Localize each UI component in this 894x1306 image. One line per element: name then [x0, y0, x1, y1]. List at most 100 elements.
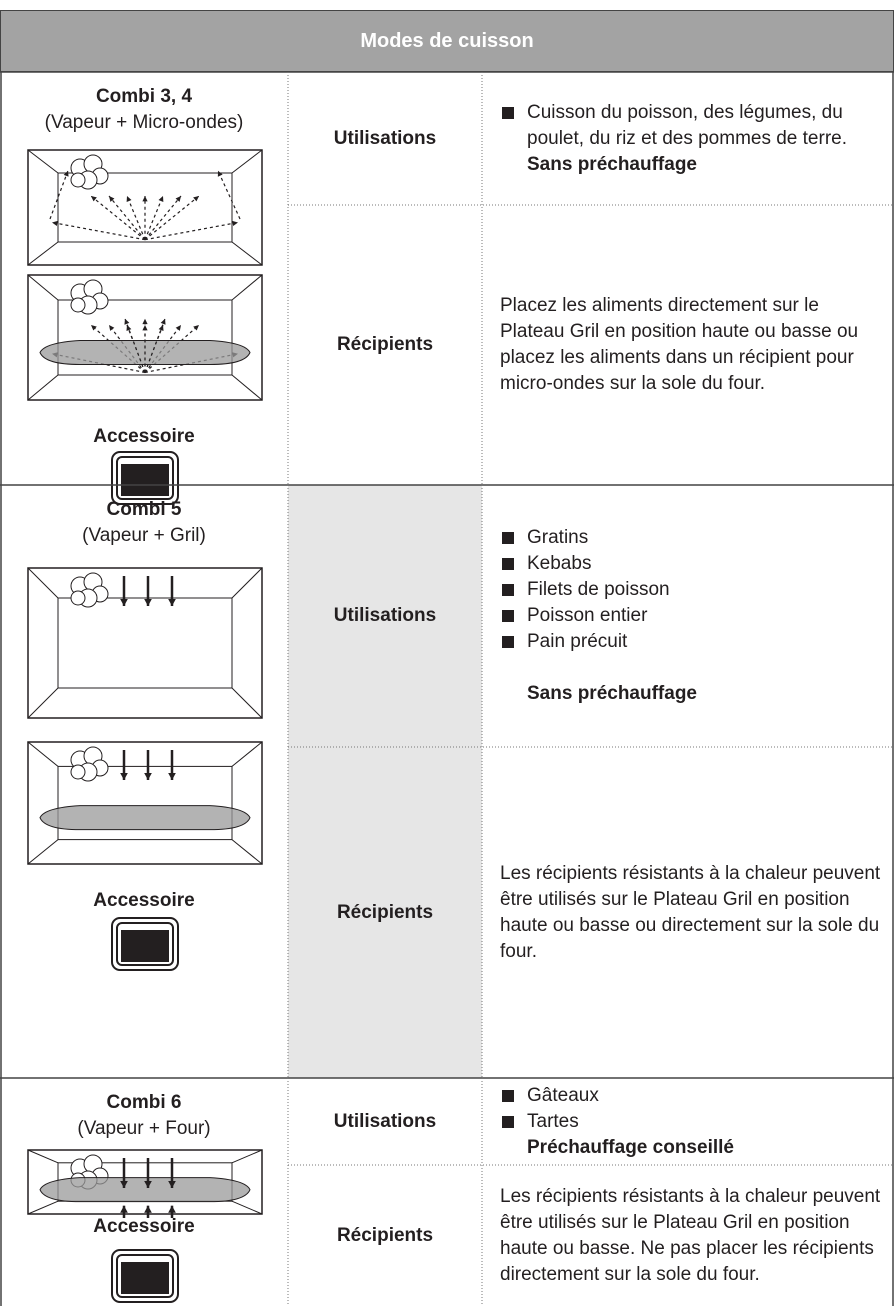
use-item: Gratins	[500, 525, 886, 551]
accessory-label: Accessoire	[93, 1216, 195, 1237]
oven-inner	[57, 172, 233, 243]
uses-note: Préchauffage conseillé	[527, 1136, 734, 1158]
bullet	[502, 1089, 514, 1102]
arrow-head	[168, 1205, 176, 1213]
arrow-head	[120, 1180, 128, 1188]
arrow-head	[144, 1180, 152, 1188]
containers-text: Placez les aliments directement sur le P…	[500, 295, 859, 394]
bullet	[502, 584, 514, 596]
arrow-head	[142, 318, 148, 325]
bullet	[502, 1115, 514, 1128]
arrow-head	[175, 196, 181, 202]
arrow-head	[168, 598, 176, 606]
oven-inner	[57, 765, 233, 841]
arrow-head	[142, 196, 148, 202]
arrow-head	[144, 772, 152, 780]
arrow-head	[168, 772, 176, 780]
oven-edge	[231, 241, 263, 266]
use-item: Gâteaux	[500, 1083, 886, 1109]
tray	[39, 805, 251, 831]
mode-subtitle: (Vapeur + Micro-ondes)	[44, 112, 244, 133]
use-text: Tartes	[527, 1110, 579, 1132]
mode-name: Combi 5	[106, 499, 182, 520]
mode-name: Combi 6	[106, 1092, 182, 1113]
oven-edge	[231, 1149, 263, 1164]
oven-inner	[57, 597, 233, 689]
arrow-head	[217, 170, 223, 177]
use-item: Cuisson du poisson, des légumes, du poul…	[500, 100, 886, 152]
oven-edge	[27, 149, 59, 174]
oven-edge	[27, 567, 59, 599]
steam	[70, 590, 86, 606]
oven-inner	[57, 299, 233, 376]
oven-frame	[27, 274, 263, 401]
uses-note: Sans préchauffage	[527, 153, 697, 175]
arrow-head	[124, 318, 130, 325]
uses-label: Utilisations	[333, 1110, 437, 1132]
tray	[39, 1177, 251, 1203]
arrow-shaft	[126, 195, 146, 240]
arrow-head	[63, 170, 69, 177]
arrow-head	[193, 196, 199, 202]
use-text: Kebabs	[527, 553, 592, 574]
arrow-shaft	[144, 195, 164, 240]
oven-edge	[231, 567, 263, 599]
use-text: Filets de poisson	[527, 579, 670, 600]
oven-frame	[27, 741, 263, 865]
use-item: Poisson entier	[500, 603, 886, 629]
use-item: Kebabs	[500, 551, 886, 577]
oven-edge	[27, 741, 59, 767]
arrow-head	[109, 196, 115, 202]
oven-edge	[231, 274, 263, 301]
arrow-head	[175, 325, 181, 331]
bullet	[502, 106, 514, 119]
arrow-head	[168, 1180, 176, 1188]
oven-edge	[27, 1200, 59, 1215]
oven-edge	[231, 687, 263, 719]
containers-label: Récipients	[336, 901, 434, 923]
steam	[70, 172, 86, 188]
oven-edge	[231, 149, 263, 174]
use-text: Pain précuit	[527, 631, 628, 652]
bullet	[502, 532, 514, 544]
use-item: Filets de poisson	[500, 577, 886, 603]
accessory-label: Accessoire	[93, 426, 195, 447]
cell-shade	[288, 485, 482, 1078]
oven-edge	[231, 839, 263, 865]
arrow-head	[193, 325, 199, 331]
arrow-head	[120, 772, 128, 780]
arrow-shaft	[108, 324, 146, 373]
arrow-head	[52, 220, 58, 227]
uses-note: Sans préchauffage	[527, 683, 697, 704]
arrow-head	[160, 318, 166, 325]
accessory-icon	[121, 1262, 169, 1294]
uses-label: Utilisations	[333, 127, 437, 149]
steam	[70, 764, 86, 780]
oven-frame	[27, 567, 263, 719]
bullet	[502, 636, 514, 648]
use-item: Pain précuit	[500, 629, 886, 655]
use-item: Tartes	[500, 1109, 886, 1135]
uses-cell: Cuisson du poisson, des légumes, du poul…	[482, 72, 894, 205]
arrow-shaft	[217, 170, 241, 220]
oven-edge	[27, 374, 59, 401]
uses-label: Utilisations	[333, 605, 437, 626]
arrow-shaft	[49, 170, 69, 220]
uses-cell: Gratins Kebabs Filets de poisson Poisson en…	[482, 485, 894, 747]
oven-edge	[231, 374, 263, 401]
oven-edge	[231, 1200, 263, 1215]
bullet	[502, 610, 514, 622]
use-text: Gratins	[527, 527, 589, 548]
arrow-head	[144, 1205, 152, 1213]
oven-edge	[231, 741, 263, 767]
arrow-head	[120, 1205, 128, 1213]
accessory-icon	[121, 930, 169, 962]
oven-edge	[27, 1149, 59, 1164]
use-text: Poisson entier	[527, 605, 648, 626]
containers-text: Les récipients résistants à la chaleur p…	[500, 862, 881, 962]
steam	[70, 297, 86, 313]
arrow-shaft	[144, 324, 182, 373]
arrow-head	[126, 196, 132, 202]
arrow-shaft	[144, 221, 239, 241]
